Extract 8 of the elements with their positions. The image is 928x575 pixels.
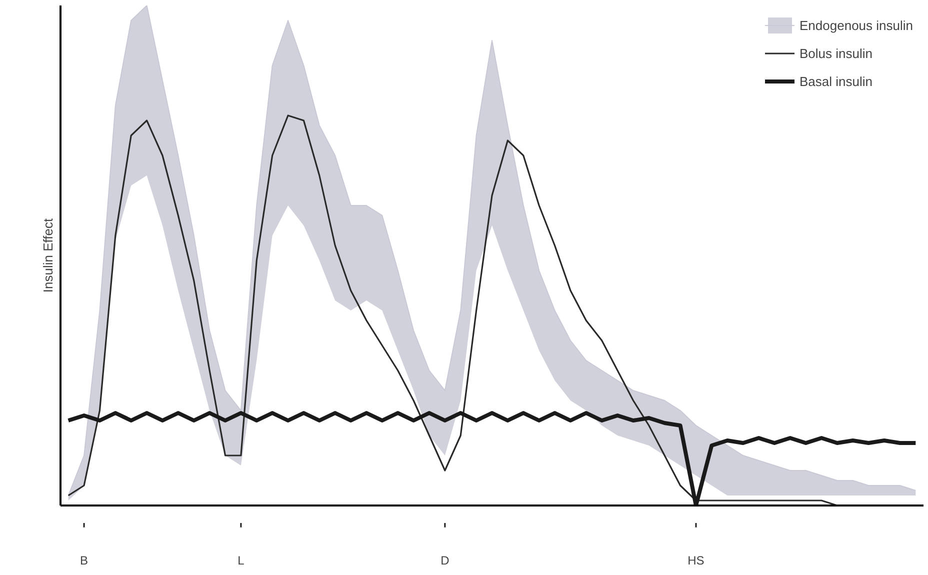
legend-label: Basal insulin — [800, 74, 873, 88]
y-axis-title: Insulin Effect — [40, 218, 56, 293]
legend-label: Bolus insulin — [800, 46, 873, 60]
x-tick-label: HS — [688, 554, 704, 568]
legend-label: Endogenous insulin — [800, 18, 913, 32]
x-tick-label: D — [440, 554, 450, 568]
x-tick-label: B — [80, 554, 88, 568]
x-tick-label: L — [238, 554, 245, 568]
